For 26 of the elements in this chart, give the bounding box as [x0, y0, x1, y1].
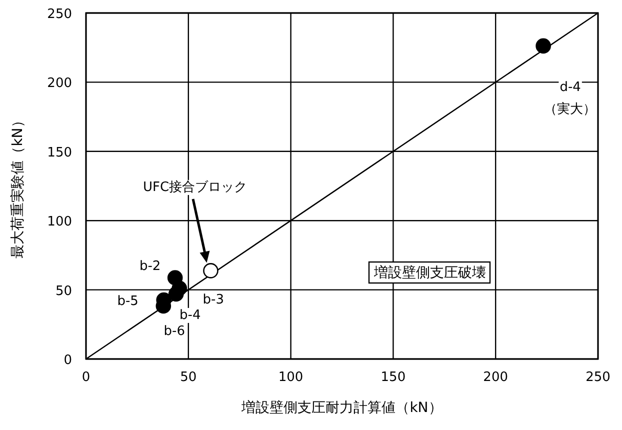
x-tick-label: 250: [586, 370, 610, 385]
annotation: 増設壁側支圧破壊: [373, 264, 486, 281]
annotation: UFC接合ブロック: [142, 180, 248, 195]
annotation: b-2: [139, 258, 161, 274]
annotation: d-4: [560, 80, 581, 95]
y-tick-label: 150: [47, 145, 72, 160]
y-tick-label: 200: [47, 76, 72, 92]
y-tick-label: 50: [55, 284, 72, 299]
x-axis-title: 増設壁側支圧耐力計算値（kN）: [240, 399, 442, 416]
x-tick-label: 150: [380, 370, 406, 385]
annotation: b-5: [117, 294, 138, 310]
y-axis-title: 最大荷重実験値（kN）: [10, 114, 26, 258]
point: [168, 286, 184, 302]
y-tick-label: 0: [64, 353, 72, 368]
annotation: b-6: [164, 324, 186, 339]
annotation: （実大）: [544, 101, 596, 117]
annotation: b-3: [202, 292, 224, 308]
point: [536, 38, 551, 54]
y-tick-label: 250: [47, 7, 72, 22]
annotation: b-4: [180, 308, 201, 323]
x-tick-label: 100: [278, 370, 304, 385]
y-tick-label: 100: [47, 214, 72, 230]
point: [203, 263, 218, 278]
x-tick-label: 50: [180, 370, 197, 385]
x-tick-label: 200: [483, 370, 508, 385]
x-tick-label: 0: [82, 370, 90, 385]
